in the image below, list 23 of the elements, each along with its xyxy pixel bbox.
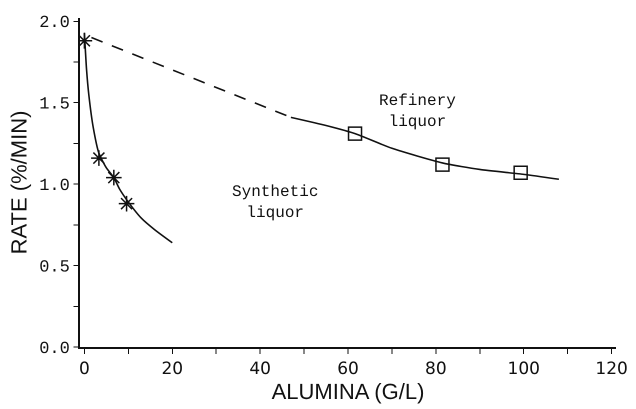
point — [435, 157, 450, 172]
x-tick-label: 60 — [337, 359, 359, 380]
point — [90, 150, 108, 167]
x-tick-label: 120 — [595, 359, 628, 380]
x-tick-label: 80 — [425, 359, 447, 380]
line-series — [84, 32, 174, 244]
y-tick-label: 0.0 — [39, 340, 70, 359]
point — [348, 126, 362, 141]
annotation: Synthetic liquor — [232, 183, 318, 222]
point — [513, 165, 528, 180]
y-tick-label: 2.0 — [39, 14, 70, 34]
point — [118, 195, 136, 212]
x-tick-label: 20 — [161, 359, 184, 380]
point — [105, 169, 122, 186]
y-tick-label: 1.5 — [39, 96, 70, 115]
x-axis-title: ALUMINA (G/L) — [272, 379, 424, 404]
annotation: Refinery liquor — [379, 92, 456, 131]
x-tick-label: 100 — [508, 359, 540, 380]
y-tick-label: 1.0 — [39, 177, 70, 196]
y-tick-label: 0.5 — [39, 258, 70, 278]
x-tick-label: 40 — [249, 359, 271, 380]
x-tick-label: 0 — [78, 359, 90, 380]
y-axis-title: RATE (%/MIN) — [6, 110, 32, 254]
